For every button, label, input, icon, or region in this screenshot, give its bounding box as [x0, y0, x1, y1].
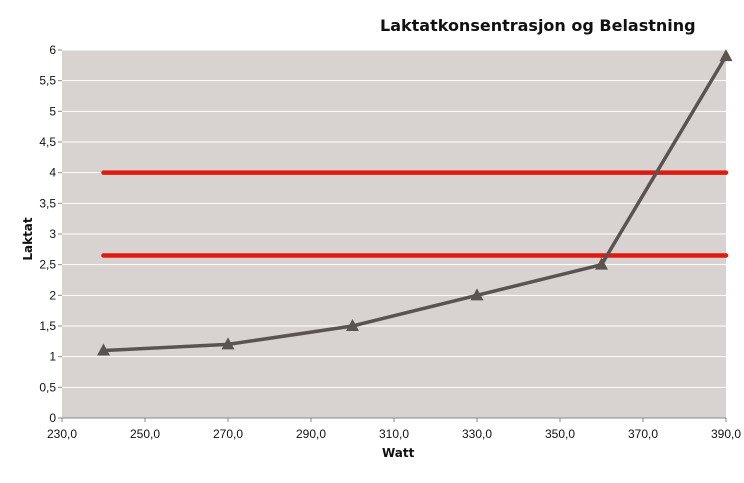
reference-lines — [101, 170, 729, 258]
y-tick-label: 0,5 — [39, 380, 56, 394]
y-tick-label: 1 — [49, 350, 56, 364]
x-tick-label: 270,0 — [213, 427, 243, 441]
y-tick-label: 6 — [49, 43, 56, 57]
data-point — [719, 49, 733, 62]
x-tick-label: 370,0 — [628, 427, 658, 441]
data-point — [470, 288, 484, 301]
y-tick-label: 5,5 — [39, 74, 56, 88]
data-point — [595, 257, 608, 270]
y-axis-ticks: 0 0,5 1 1,5 2 2,5 3 3,5 4 4,5 5 5,5 6 — [39, 43, 62, 425]
x-axis-label: Watt — [382, 446, 415, 460]
y-tick-label: 1,5 — [39, 319, 56, 333]
y-tick-label: 3 — [49, 227, 56, 241]
x-tick-label: 310,0 — [379, 427, 409, 441]
y-tick-label: 0 — [49, 411, 56, 425]
y-tick-label: 2,5 — [39, 258, 56, 272]
data-point — [221, 337, 235, 350]
x-tick-label: 290,0 — [296, 427, 326, 441]
data-point — [97, 343, 110, 356]
y-tick-label: 4,5 — [39, 135, 56, 149]
data-series — [97, 49, 733, 356]
x-axis-ticks: 230,0 250,0 270,0 290,0 310,0 330,0 350,0 370,0… — [47, 417, 741, 441]
x-tick-label: 330,0 — [462, 427, 492, 441]
data-point — [346, 319, 359, 331]
y-tick-label: 5 — [49, 104, 56, 118]
series-line — [103, 55, 728, 353]
x-tick-label: 390,0 — [711, 427, 741, 441]
y-tick-label: 4 — [49, 166, 56, 180]
y-tick-label: 3,5 — [39, 196, 56, 210]
y-tick-label: 2 — [49, 288, 56, 302]
x-tick-label: 230,0 — [47, 427, 77, 441]
x-tick-label: 250,0 — [130, 427, 160, 441]
x-tick-label: 350,0 — [545, 427, 575, 441]
chart-title: Laktatkonsentrasjon og Belastning — [380, 16, 696, 35]
